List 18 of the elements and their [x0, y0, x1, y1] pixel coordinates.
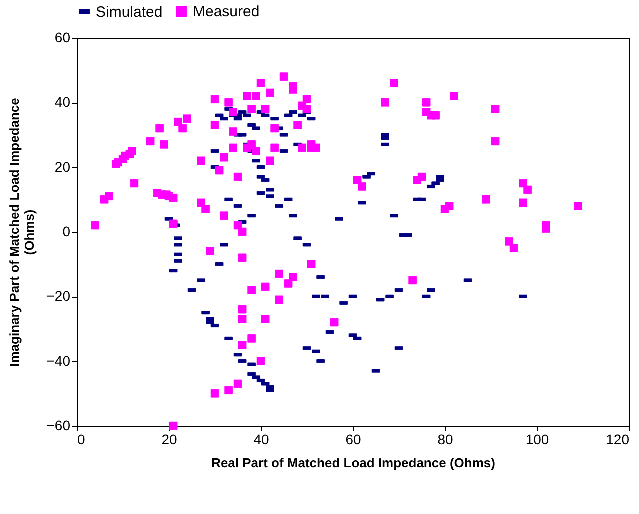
legend-label: Simulated — [96, 4, 163, 21]
y-tick-label: −40 — [46, 352, 71, 369]
x-tick-label: 120 — [606, 432, 630, 448]
x-tick-label: 0 — [78, 432, 86, 448]
y-tick-label: −20 — [46, 288, 71, 304]
y-tick-label: 40 — [54, 94, 71, 110]
x-axis-title: Real Part of Matched Load Impedance (Ohms) — [212, 456, 496, 470]
y-tick-label: 0 — [62, 224, 71, 240]
x-tick-label: 20 — [162, 432, 178, 448]
x-tick-label: 100 — [526, 432, 550, 448]
legend-label: Measured — [193, 4, 260, 21]
x-tick-label: 60 — [346, 432, 362, 448]
x-tick-label: 40 — [254, 432, 270, 448]
y-tick-label: 60 — [54, 30, 71, 46]
y-axis-title: Imaginary Part of Matched Load Impedance (Ohms) — [6, 98, 37, 367]
y-tick-label: 20 — [54, 158, 71, 175]
y-tick-label: −60 — [46, 418, 71, 434]
x-tick-label: 80 — [438, 432, 454, 448]
